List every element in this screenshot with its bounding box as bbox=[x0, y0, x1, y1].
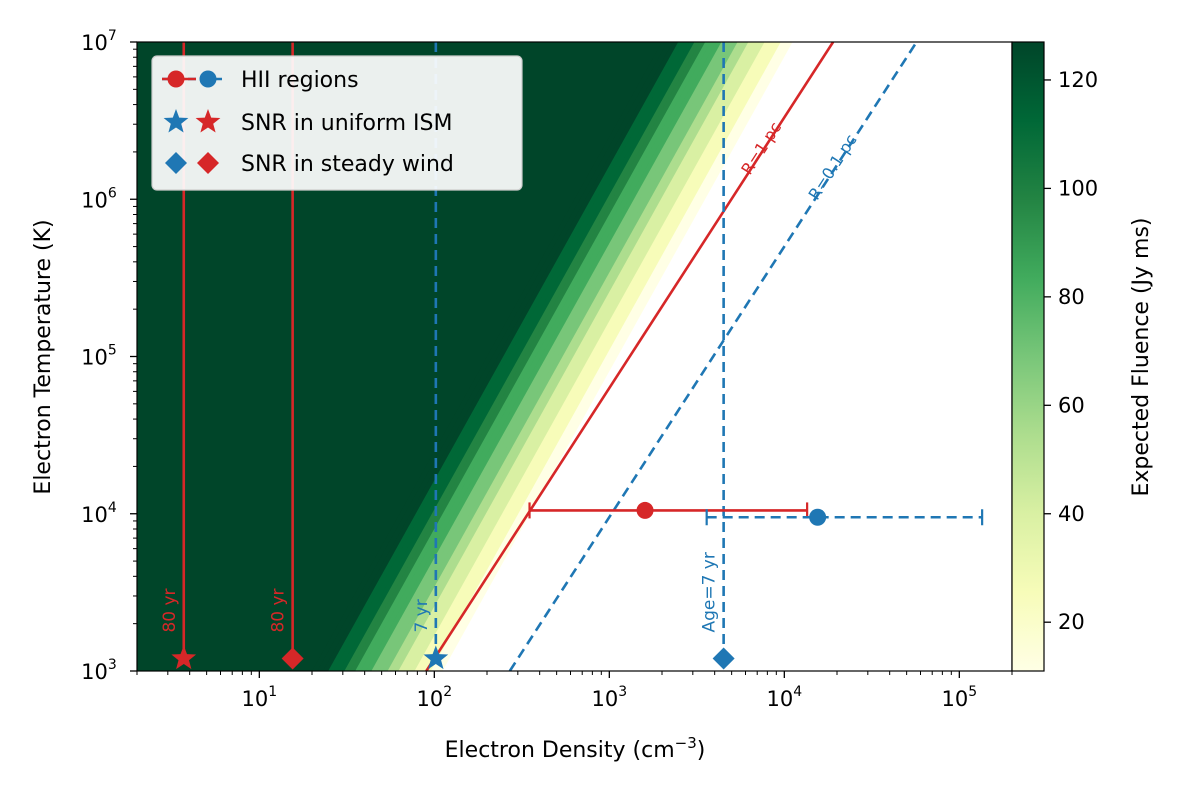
colorbar-tick-label: 120 bbox=[1058, 68, 1098, 92]
age-marker-diamond bbox=[712, 647, 735, 670]
y-tick-label: 106 bbox=[81, 185, 117, 212]
heatmap-band-strip bbox=[403, 42, 761, 671]
heatmap-band-strip bbox=[349, 42, 707, 671]
heatmap-band-strip bbox=[312, 42, 669, 671]
legend: HII regions SNR in uniform ISM SNR in st… bbox=[151, 55, 523, 191]
x-tick-label: 102 bbox=[416, 684, 452, 711]
legend-symbols bbox=[162, 70, 226, 174]
age-line-label: 80 yr bbox=[269, 588, 289, 632]
x-tick-label: 105 bbox=[941, 684, 977, 711]
age-line-label: 80 yr bbox=[160, 588, 180, 632]
age-line-label: Age=7 yr bbox=[700, 552, 720, 632]
heatmap-band-strip bbox=[328, 42, 685, 671]
legend-circle-blue bbox=[199, 70, 217, 88]
y-axis-label: Electron Temperature (K) bbox=[31, 219, 56, 494]
heatmap-band-strip bbox=[387, 42, 744, 671]
heatmap-band-strip bbox=[360, 42, 717, 671]
heatmap-band-strip bbox=[371, 42, 728, 671]
heatmap-band-strip bbox=[436, 42, 793, 671]
x-tick-label: 101 bbox=[241, 684, 277, 711]
heatmap-band-strip bbox=[333, 42, 690, 671]
markers bbox=[171, 501, 984, 670]
heatmap-band-strip bbox=[409, 42, 766, 671]
colorbar-tick-label: 60 bbox=[1058, 393, 1085, 417]
heatmap-transition-band bbox=[312, 42, 793, 671]
colorbar-tick-label: 80 bbox=[1058, 285, 1085, 309]
hii-point bbox=[636, 501, 654, 519]
legend-label-hii: HII regions bbox=[241, 68, 359, 93]
heatmap-low-region bbox=[441, 42, 1012, 671]
heatmap bbox=[137, 42, 1012, 671]
heatmap-band-strip bbox=[317, 42, 674, 671]
heatmap-band-strip bbox=[425, 42, 782, 671]
colorbar-label: Expected Fluence (Jy ms) bbox=[1129, 217, 1154, 496]
radius-line bbox=[508, 42, 918, 671]
hii-point bbox=[809, 508, 827, 526]
heatmap-band-strip bbox=[419, 42, 777, 671]
colorbar-frame bbox=[1011, 41, 1045, 672]
radius-line bbox=[425, 42, 835, 671]
heatmap-band-strip bbox=[355, 42, 712, 671]
legend-diamond-blue bbox=[165, 152, 187, 174]
colorbar-ticks: 20 40 60 80 100 120 bbox=[1044, 68, 1098, 634]
x-tick-label: 103 bbox=[591, 684, 627, 711]
legend-diamond-red bbox=[197, 152, 219, 174]
legend-label-steady-wind: SNR in steady wind bbox=[241, 152, 454, 177]
x-axis-ticks: 101 102 103 104 105 bbox=[136, 671, 1013, 711]
legend-star-blue bbox=[163, 109, 189, 133]
heatmap-band-strip bbox=[338, 42, 696, 671]
heatmap-band-strip bbox=[430, 42, 788, 671]
heatmap-band-strip bbox=[376, 42, 734, 671]
y-tick-label: 107 bbox=[81, 28, 117, 55]
heatmap-band-strip bbox=[322, 42, 680, 671]
legend-label-uniform-ism: SNR in uniform ISM bbox=[241, 111, 452, 136]
x-axis-label: Electron Density (cm−3) bbox=[445, 734, 706, 763]
y-tick-label: 103 bbox=[81, 657, 117, 684]
heatmap-band-strip bbox=[392, 42, 750, 671]
heatmap-band-strip bbox=[414, 42, 771, 671]
heatmap-band-strip bbox=[382, 42, 739, 671]
colorbar-tick-label: 40 bbox=[1058, 502, 1085, 526]
legend-box bbox=[151, 55, 523, 191]
y-axis-ticks: 103 104 105 106 107 bbox=[81, 28, 137, 684]
age-marker-star bbox=[171, 645, 197, 670]
legend-star-red bbox=[195, 109, 221, 133]
colorbar-tick-label: 100 bbox=[1058, 176, 1098, 200]
colorbar-tick-label: 20 bbox=[1058, 610, 1085, 634]
heatmap-band-strip bbox=[344, 42, 701, 671]
age-marker-star bbox=[423, 645, 449, 670]
heatmap-band-strip bbox=[365, 42, 723, 671]
y-tick-label: 105 bbox=[81, 343, 117, 370]
x-tick-label: 104 bbox=[766, 684, 802, 711]
age-line-label: 7 yr bbox=[412, 599, 432, 632]
age-marker-diamond bbox=[281, 647, 304, 670]
y-tick-label: 104 bbox=[81, 500, 117, 527]
heatmap-band-strip bbox=[398, 42, 755, 671]
legend-circle-red bbox=[167, 70, 185, 88]
colorbar bbox=[1012, 42, 1044, 671]
